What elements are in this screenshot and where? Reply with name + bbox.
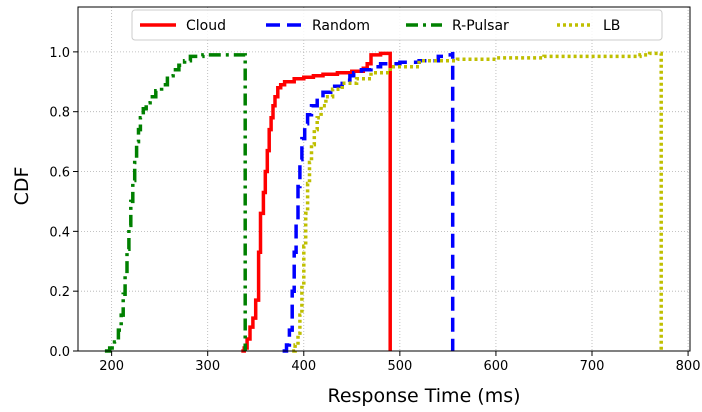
series-line-random (282, 51, 455, 353)
x-tick-label: 300 (195, 359, 220, 374)
legend-label: Cloud (186, 18, 226, 34)
x-tick-label: 600 (484, 359, 509, 374)
series-lines (104, 51, 663, 353)
legend-item: Cloud (140, 18, 226, 34)
legend: Cloud Random R-Pulsar LB (131, 9, 663, 41)
y-tick-label: 0.8 (49, 106, 70, 121)
series-line-r-pulsar (104, 53, 247, 353)
y-axis-title: CDF (11, 167, 33, 206)
y-axis-ticks: 0.0 0.2 0.4 0.6 0.8 1.0 (49, 46, 78, 360)
grid (78, 7, 690, 352)
x-tick-label: 800 (676, 359, 701, 374)
series-line-lb (292, 51, 663, 353)
x-tick-label: 200 (99, 359, 124, 374)
x-axis-title: Response Time (ms) (327, 385, 520, 407)
y-tick-label: 0.4 (49, 225, 70, 240)
legend-item: Random (266, 18, 370, 34)
x-tick-label: 700 (580, 359, 605, 374)
legend-label: R-Pulsar (452, 18, 509, 34)
y-tick-label: 1.0 (49, 46, 70, 61)
series-line-cloud (241, 51, 392, 353)
legend-item: LB (557, 18, 620, 34)
legend-box (131, 9, 663, 41)
y-tick-label: 0.6 (49, 166, 70, 181)
y-tick-label: 0.0 (49, 345, 70, 360)
y-tick-label: 0.2 (49, 285, 70, 300)
legend-label: Random (312, 18, 370, 34)
x-tick-label: 500 (387, 359, 412, 374)
x-tick-label: 400 (291, 359, 316, 374)
x-axis-ticks: 200 300 400 500 600 700 800 (99, 351, 700, 374)
legend-label: LB (603, 18, 620, 34)
plot-area-frame (77, 6, 691, 352)
legend-item: R-Pulsar (406, 18, 509, 34)
